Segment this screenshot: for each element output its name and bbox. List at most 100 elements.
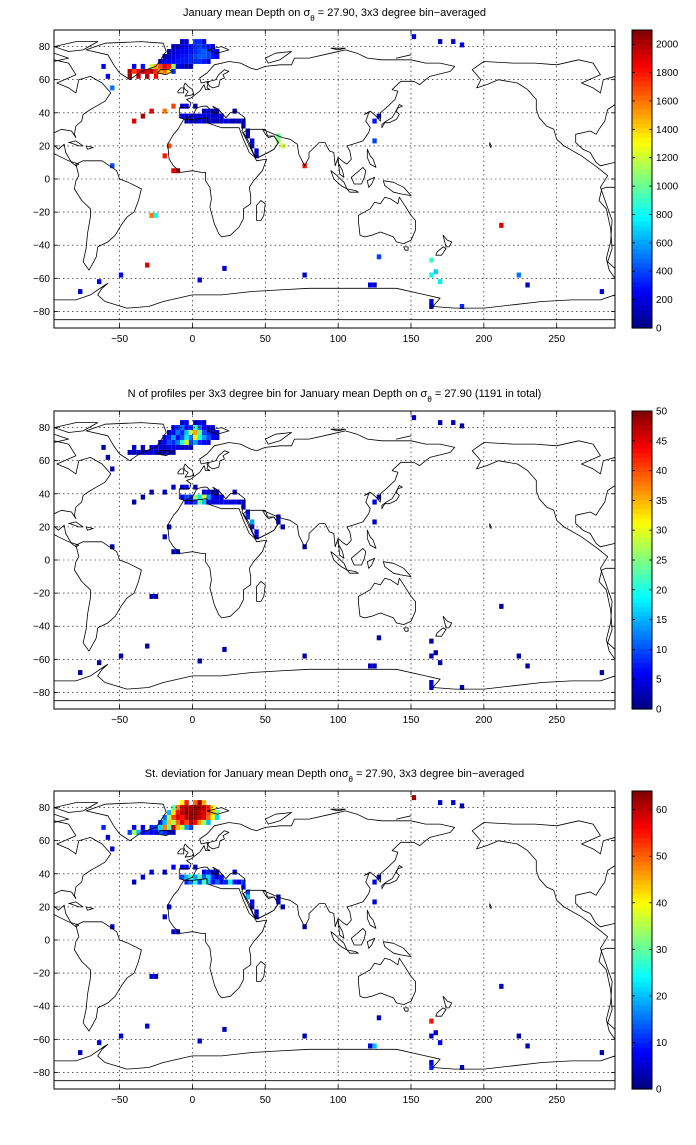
data-bin — [149, 973, 154, 979]
colorbar-tick-label: 0 — [656, 1085, 662, 1096]
data-bin — [254, 148, 259, 154]
title-text: N of profiles per 3x3 degree bin for Jan… — [128, 388, 428, 400]
colorbar-segment — [632, 860, 652, 867]
colorbar-segment — [632, 225, 652, 231]
data-bin — [215, 879, 220, 885]
data-bin — [171, 63, 176, 69]
data-bin — [184, 805, 189, 811]
data-bin — [193, 439, 198, 445]
data-bin — [171, 805, 176, 811]
colorbar-segment — [632, 304, 652, 310]
data-bin — [149, 829, 154, 835]
coastline — [157, 830, 173, 837]
data-bin — [254, 153, 259, 159]
data-bin — [193, 49, 198, 55]
data-bin — [219, 499, 224, 505]
data-bin — [118, 653, 124, 659]
data-bin — [197, 58, 202, 64]
coastline — [68, 901, 84, 908]
coastline — [85, 526, 94, 531]
data-bin — [149, 824, 154, 830]
colorbar-segment — [632, 800, 652, 806]
chart-panel-2: N of profiles per 3x3 degree bin for Jan… — [33, 388, 668, 726]
data-bin — [201, 49, 207, 55]
data-bin — [166, 904, 172, 910]
data-bin — [171, 435, 176, 440]
coastline — [54, 433, 69, 443]
data-bin — [459, 803, 465, 809]
data-bin — [201, 499, 207, 505]
x-tick-label: 50 — [260, 715, 272, 726]
data-bin — [162, 914, 167, 920]
data-bin — [437, 420, 443, 426]
data-bin — [215, 494, 220, 500]
data-bin — [201, 108, 207, 114]
data-bin — [437, 279, 443, 285]
data-bin — [162, 435, 167, 440]
data-bin — [166, 435, 172, 440]
data-bin — [105, 454, 111, 460]
data-bin — [372, 1043, 377, 1049]
coastline — [366, 909, 377, 929]
coastline — [382, 561, 412, 577]
y-tick-label: −60 — [33, 1035, 50, 1046]
data-bin — [188, 63, 194, 69]
coastline — [242, 889, 279, 919]
title-subscript: θ — [310, 14, 315, 23]
coastline — [350, 548, 367, 566]
data-bin — [171, 864, 176, 870]
data-bin — [127, 829, 132, 835]
data-bin — [210, 113, 216, 119]
colorbar-tick-label: 800 — [656, 210, 673, 221]
colorbar-segment — [632, 490, 652, 496]
data-bin — [206, 819, 211, 825]
colorbar-segment — [632, 532, 652, 538]
data-bin — [145, 262, 150, 268]
data-bin — [131, 449, 137, 455]
data-bin — [184, 118, 189, 124]
colorbar-segment — [632, 234, 652, 241]
data-bin — [184, 54, 189, 59]
colorbar-segment — [632, 1009, 652, 1016]
data-bin — [166, 439, 172, 445]
data-bin — [96, 660, 102, 666]
data-bin — [184, 499, 189, 505]
data-bin — [180, 49, 185, 55]
data-bin — [206, 49, 211, 55]
coastline — [167, 117, 268, 238]
colorbar-tick-label: 2000 — [656, 40, 679, 51]
data-bin — [219, 113, 224, 119]
colorbar-segment — [632, 165, 652, 171]
data-bin — [206, 118, 211, 124]
colorbar-segment — [632, 657, 652, 664]
data-bin — [197, 499, 202, 505]
colorbar-segment — [632, 995, 652, 1002]
colorbar-segment — [632, 902, 652, 909]
colorbar-segment — [632, 155, 652, 161]
data-bin — [184, 444, 189, 450]
data-bin — [175, 819, 181, 825]
colorbar-segment — [632, 550, 652, 556]
coastline — [382, 941, 412, 957]
data-bin — [162, 819, 167, 825]
colorbar-segment — [632, 67, 652, 73]
coastline — [54, 820, 112, 928]
coastline — [68, 521, 84, 528]
data-bin — [188, 499, 194, 505]
coastline — [471, 59, 615, 279]
colorbar-segment — [632, 888, 652, 895]
data-bin — [197, 494, 202, 500]
coastline — [178, 49, 456, 167]
data-bin — [175, 44, 181, 50]
data-bin — [372, 118, 377, 124]
x-tick-label: 50 — [260, 334, 272, 345]
colorbar-segment — [632, 681, 652, 687]
coastline — [167, 498, 268, 619]
data-bin — [180, 864, 185, 870]
data-bin — [110, 163, 115, 169]
colorbar-segment — [632, 522, 652, 529]
data-bin — [188, 879, 194, 885]
data-bin — [153, 212, 159, 218]
colorbar-segment — [632, 527, 652, 533]
